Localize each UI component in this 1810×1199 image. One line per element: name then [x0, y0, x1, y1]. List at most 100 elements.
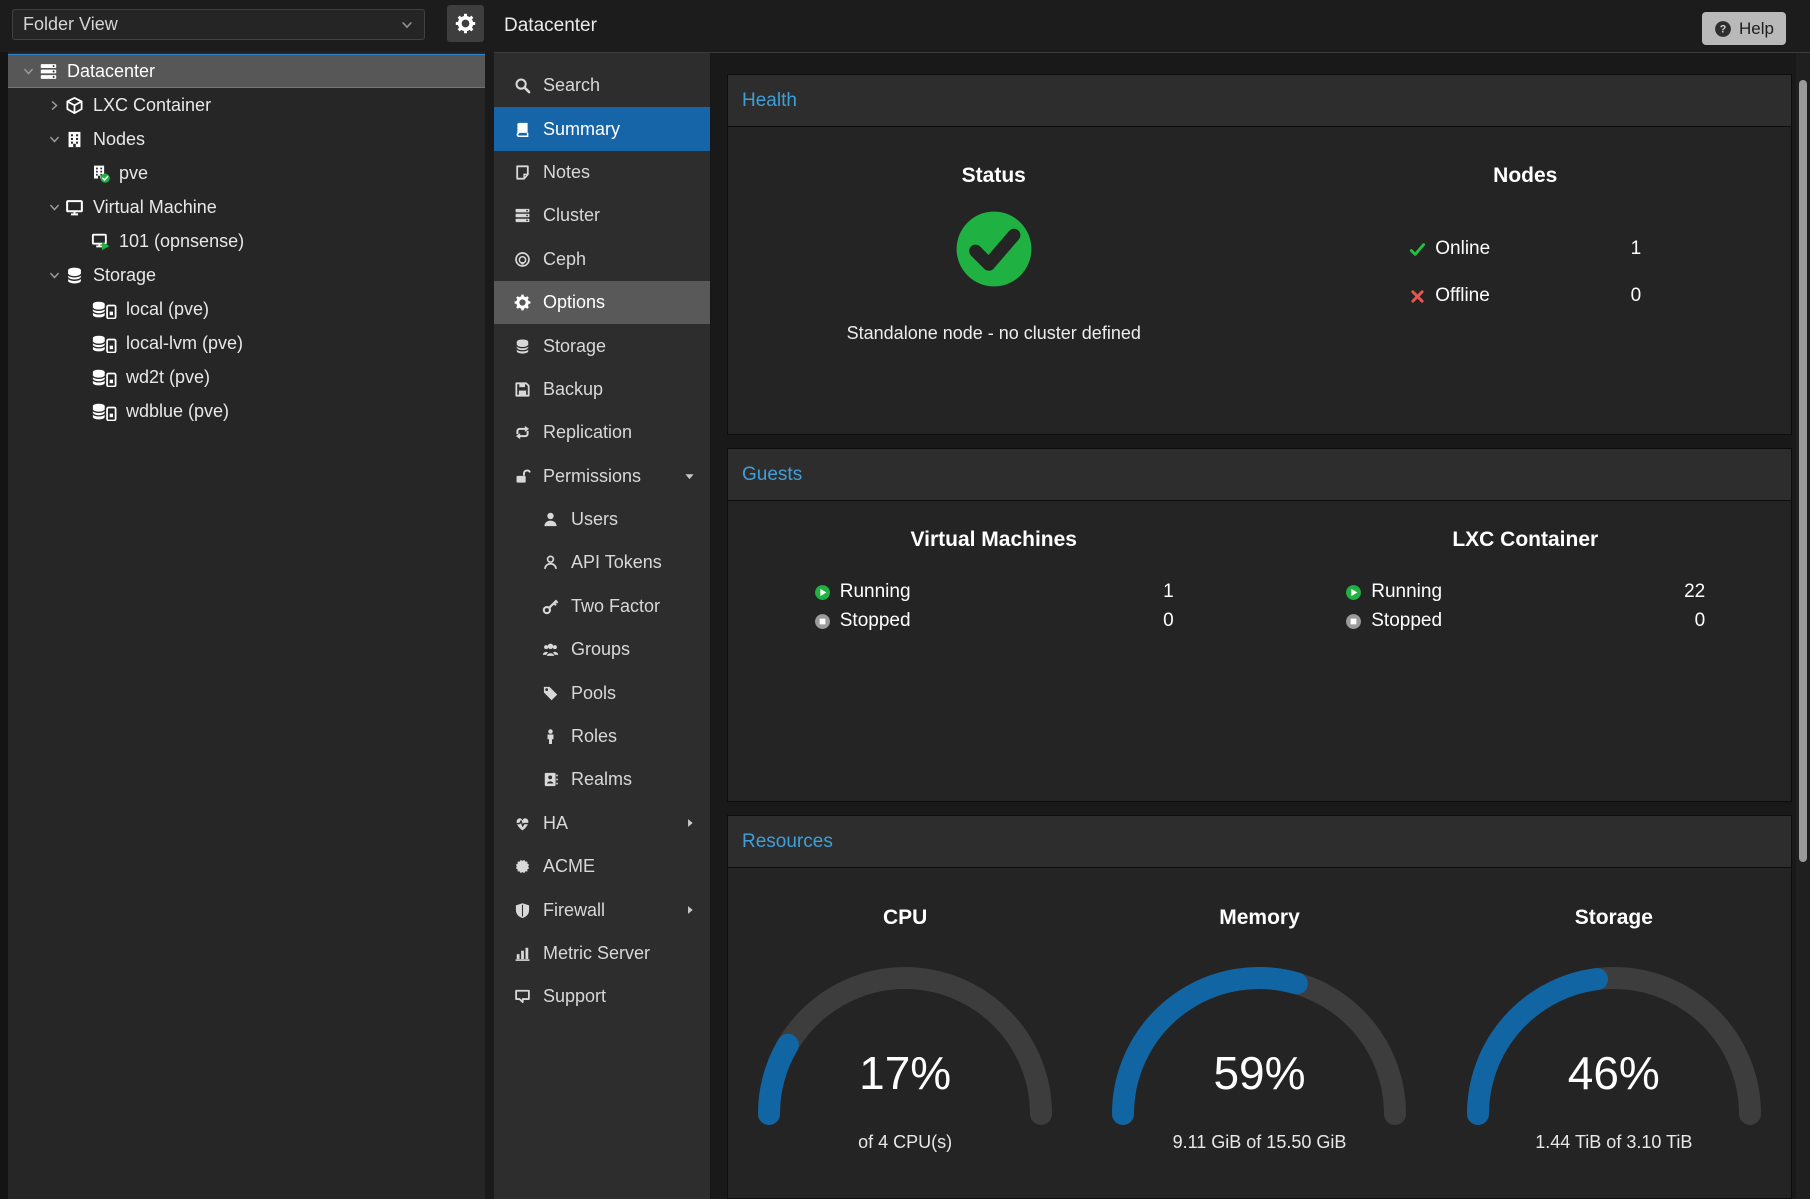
menu-item-label: Storage [543, 336, 606, 357]
address-book-icon [540, 771, 560, 788]
database-drive-icon [91, 300, 117, 319]
menu-item-ha[interactable]: HA [494, 802, 710, 845]
guest-status-label: Running [1371, 581, 1442, 603]
user-icon [540, 511, 560, 528]
panel-splitter[interactable] [485, 52, 494, 1199]
gauge-sublabel: of 4 CPU(s) [858, 1132, 952, 1153]
health-nodes-column: Nodes Online1Offline0 [1260, 127, 1792, 434]
gauge: 17% [745, 956, 1065, 1126]
menu-item-label: Backup [543, 379, 603, 400]
menu-item-support[interactable]: Support [494, 975, 710, 1018]
gauge-percent: 59% [1099, 1046, 1419, 1100]
guest-status-label: Running [840, 581, 911, 603]
chevron-down-icon[interactable] [48, 269, 65, 282]
chevron-down-icon[interactable] [48, 201, 65, 214]
tree-item-label: Datacenter [67, 61, 155, 82]
menu-item-firewall[interactable]: Firewall [494, 888, 710, 931]
acme-icon [512, 858, 532, 875]
menu-item-two-factor[interactable]: Two Factor [494, 585, 710, 628]
scrollbar-thumb[interactable] [1799, 80, 1807, 862]
gauge: 46% [1454, 956, 1774, 1126]
menu-item-label: Metric Server [543, 943, 650, 964]
menu-item-label: Users [571, 509, 618, 530]
check-circle-icon [953, 208, 1035, 290]
tree-item-local-lvm-pve[interactable]: local-lvm (pve) [8, 326, 485, 360]
tree-item-label: 101 (opnsense) [119, 231, 244, 252]
menu-item-roles[interactable]: Roles [494, 715, 710, 758]
stop-circle-icon [1345, 613, 1362, 630]
tree-item-storage[interactable]: Storage [8, 258, 485, 292]
gauge-arc [1454, 956, 1774, 1126]
nodes-rows: Online1Offline0 [1409, 238, 1641, 307]
replication-icon [512, 424, 532, 441]
menu-item-metric-server[interactable]: Metric Server [494, 932, 710, 975]
comment-icon [512, 988, 532, 1005]
vertical-scrollbar[interactable] [1796, 52, 1810, 1199]
tree-item-local-pve[interactable]: local (pve) [8, 292, 485, 326]
menu-item-search[interactable]: Search [494, 64, 710, 107]
menu-item-users[interactable]: Users [494, 498, 710, 541]
gauge-title: Memory [1219, 906, 1300, 930]
heartbeat-icon [512, 815, 532, 832]
tree-item-lxc-container[interactable]: LXC Container [8, 88, 485, 122]
status-message: Standalone node - no cluster defined [847, 323, 1141, 344]
view-mode-select[interactable]: Folder View [12, 9, 425, 40]
building-check-icon [91, 164, 110, 183]
menu-item-backup[interactable]: Backup [494, 368, 710, 411]
svg-text:?: ? [1720, 23, 1727, 35]
database-drive-icon [91, 368, 117, 387]
menu-item-label: Roles [571, 726, 617, 747]
gauge-sublabel: 1.44 TiB of 3.10 TiB [1535, 1132, 1692, 1153]
menu-item-replication[interactable]: Replication [494, 411, 710, 454]
tree-item-101-opnsense[interactable]: 101 (opnsense) [8, 224, 485, 258]
menu-item-summary[interactable]: Summary [494, 107, 710, 150]
caret-right-icon [684, 817, 696, 829]
tree-item-wdblue-pve[interactable]: wdblue (pve) [8, 394, 485, 428]
guest-status-value: 1 [1163, 581, 1174, 603]
guests-rows: Running1Stopped0 [814, 581, 1174, 632]
database-icon [65, 266, 84, 285]
health-panel-title: Health [742, 90, 797, 112]
menu-item-label: HA [543, 813, 568, 834]
play-circle-icon [1345, 584, 1362, 601]
menu-item-storage[interactable]: Storage [494, 324, 710, 367]
chevron-right-icon[interactable] [48, 99, 65, 112]
page-title: Datacenter [504, 0, 597, 52]
tree-item-nodes[interactable]: Nodes [8, 122, 485, 156]
cube-icon [65, 96, 84, 115]
guests-rows: Running22Stopped0 [1345, 581, 1705, 632]
menu-item-acme[interactable]: ACME [494, 845, 710, 888]
chevron-down-icon[interactable] [48, 133, 65, 146]
chevron-down-icon [400, 18, 414, 32]
menu-item-cluster[interactable]: Cluster [494, 194, 710, 237]
guests-panel-header: Guests [728, 449, 1791, 501]
tree-item-pve[interactable]: pve [8, 156, 485, 190]
guest-status-value: 22 [1684, 581, 1705, 603]
menu-item-ceph[interactable]: Ceph [494, 238, 710, 281]
resource-gauge-storage: Storage46%1.44 TiB of 3.10 TiB [1437, 868, 1791, 1198]
menu-item-label: Pools [571, 683, 616, 704]
unlock-icon [512, 468, 532, 485]
menu-item-notes[interactable]: Notes [494, 151, 710, 194]
menu-item-label: Realms [571, 769, 632, 790]
datacenter-menu: SearchSummaryNotes Cluster CephOptions Stor… [494, 53, 711, 1199]
menu-item-groups[interactable]: Groups [494, 628, 710, 671]
help-button[interactable]: ? Help [1702, 12, 1786, 45]
guest-status-label: Stopped [840, 610, 911, 632]
menu-item-pools[interactable]: Pools [494, 671, 710, 714]
menu-item-options[interactable]: Options [494, 281, 710, 324]
tree-item-virtual-machine[interactable]: Virtual Machine [8, 190, 485, 224]
menu-item-realms[interactable]: Realms [494, 758, 710, 801]
tree-item-wd2t-pve[interactable]: wd2t (pve) [8, 360, 485, 394]
menu-item-permissions[interactable]: Permissions [494, 455, 710, 498]
header-divider [494, 52, 1810, 53]
menu-item-api-tokens[interactable]: API Tokens [494, 541, 710, 584]
guest-status-label: Stopped [1371, 610, 1442, 632]
server-icon [512, 207, 532, 224]
menu-item-label: Cluster [543, 205, 600, 226]
view-options-button[interactable] [447, 5, 484, 42]
database-drive-icon [91, 334, 117, 353]
tree-item-datacenter[interactable]: Datacenter [8, 54, 485, 88]
chevron-down-icon[interactable] [22, 65, 39, 78]
chart-icon [512, 945, 532, 962]
